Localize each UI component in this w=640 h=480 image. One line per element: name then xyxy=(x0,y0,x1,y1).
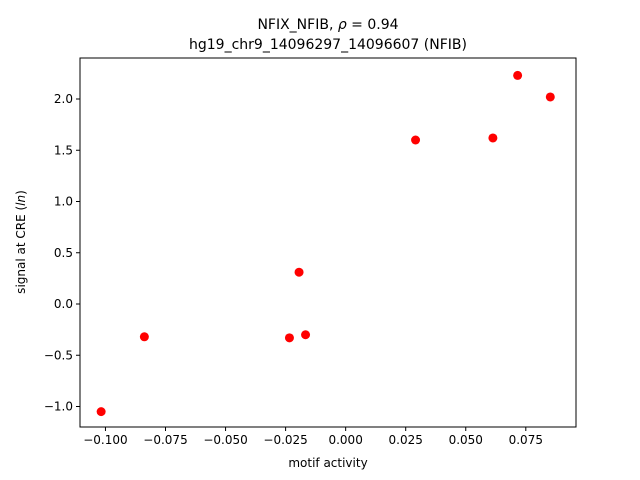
chart-title-line1: NFIX_NFIB, ρ = 0.94 xyxy=(257,17,398,33)
data-point xyxy=(294,267,304,277)
x-axis-label: motif activity xyxy=(288,456,367,470)
y-axis-ticks: −1.0 −0.5 0.0 0.5 1.0 1.5 2.0 xyxy=(44,92,80,414)
y-axis-label: signal at CRE (ln) xyxy=(14,190,28,294)
x-axis-ticks: −0.100 −0.075 −0.050 −0.025 0.000 0.025 0.050 0… xyxy=(83,427,543,447)
x-tick-label: −0.100 xyxy=(83,433,127,447)
y-tick-label: 0.5 xyxy=(54,246,73,260)
x-tick-label: 0.000 xyxy=(328,433,362,447)
y-tick-label: 2.0 xyxy=(54,92,73,106)
data-point xyxy=(284,333,294,343)
data-point xyxy=(545,92,555,102)
x-tick-label: −0.025 xyxy=(263,433,307,447)
x-tick-label: −0.050 xyxy=(203,433,247,447)
data-point xyxy=(488,133,498,143)
x-tick-label: 0.050 xyxy=(449,433,483,447)
data-point xyxy=(96,407,106,417)
plot-frame xyxy=(79,57,577,428)
data-points xyxy=(96,70,555,417)
data-point xyxy=(411,135,421,145)
data-point xyxy=(301,330,311,340)
x-tick-label: 0.025 xyxy=(389,433,423,447)
y-tick-label: −1.0 xyxy=(44,400,73,414)
y-tick-label: −0.5 xyxy=(44,348,73,362)
x-tick-label: 0.075 xyxy=(509,433,543,447)
y-tick-label: 0.0 xyxy=(54,297,73,311)
y-tick-label: 1.0 xyxy=(54,195,73,209)
x-tick-label: −0.075 xyxy=(143,433,187,447)
chart-title-line2: hg19_chr9_14096297_14096607 (NFIB) xyxy=(189,37,467,53)
data-point xyxy=(513,70,523,80)
data-point xyxy=(139,332,149,342)
y-tick-label: 1.5 xyxy=(54,143,73,157)
